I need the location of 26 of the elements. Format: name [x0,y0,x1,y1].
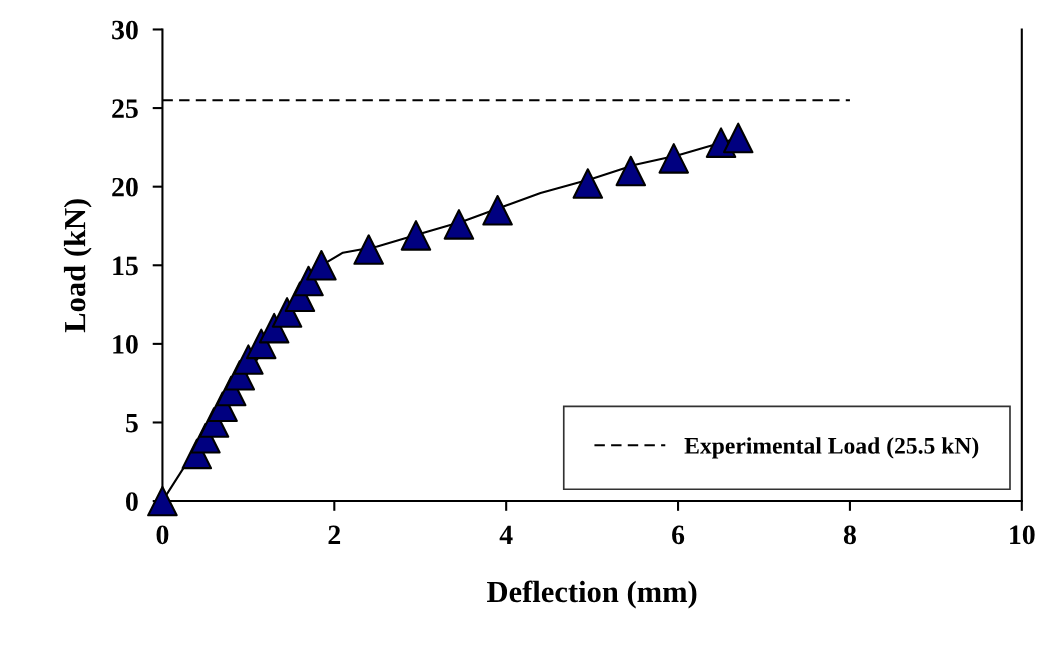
point [572,168,604,199]
x-tick-label: 0 [156,525,169,545]
y-tick-label: 25 [112,99,138,118]
y-tick-label: 10 [113,335,138,354]
y-tick-label: 5 [126,413,138,433]
x-tick-label: 10 [1010,525,1035,545]
x-tick-label: 8 [843,525,856,545]
point [443,209,475,240]
point [147,485,178,517]
y-tick-label: 15 [113,256,138,276]
legend-label: Experimental Load (25.5 kN) [684,437,979,459]
point [615,155,647,187]
x-tick-label: 6 [672,525,685,545]
x-tick-label: 4 [499,525,513,544]
point [353,234,384,265]
x-axis-title: Deflection (mm) [487,580,697,609]
y-tick-label: 30 [112,20,138,40]
point [722,122,754,154]
point [482,194,513,226]
point [400,220,432,251]
y-tick-label: 20 [112,177,138,197]
x-tick-label: 2 [328,525,341,544]
point [658,143,690,174]
point [306,250,337,281]
y-tick-label: 0 [126,492,138,511]
y-axis-title: Load (kN) [63,199,92,333]
